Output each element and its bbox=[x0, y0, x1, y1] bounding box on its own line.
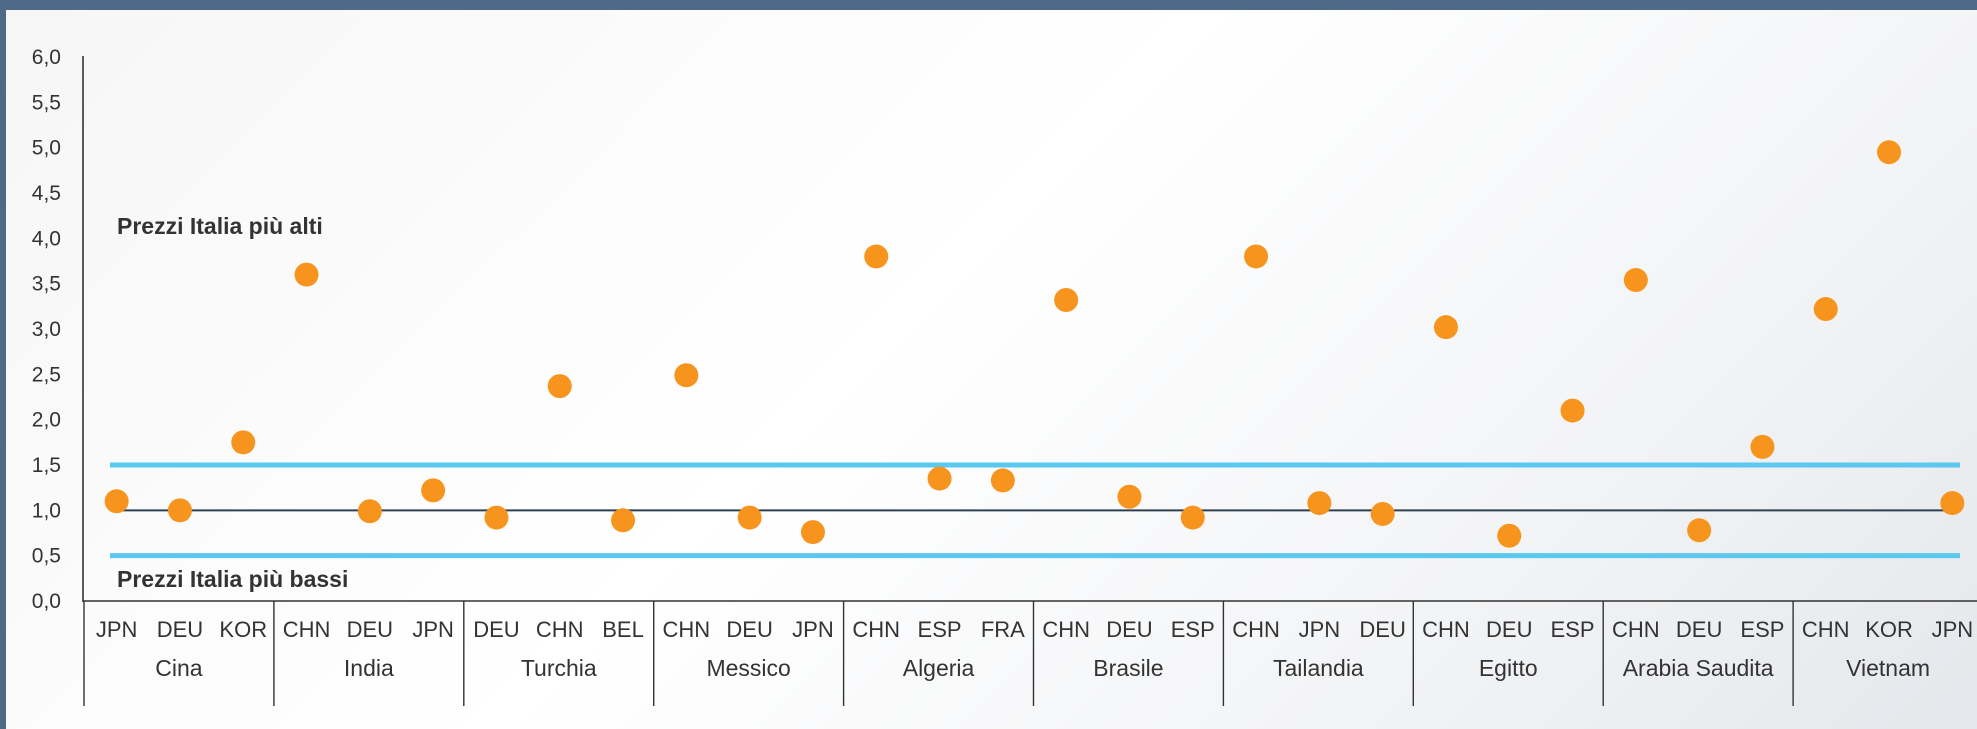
data-points bbox=[104, 140, 1965, 548]
x-category-label: CHN bbox=[852, 617, 900, 642]
data-point bbox=[1307, 491, 1332, 516]
x-category-label: CHN bbox=[1422, 617, 1470, 642]
y-tick-label: 4,0 bbox=[32, 227, 61, 250]
data-point bbox=[357, 499, 382, 524]
data-point bbox=[1623, 268, 1648, 293]
data-point bbox=[1370, 501, 1395, 526]
data-point bbox=[1054, 287, 1079, 312]
x-category-label: FRA bbox=[981, 617, 1025, 642]
y-tick-label: 5,5 bbox=[32, 91, 61, 114]
x-category-label: DEU bbox=[1359, 617, 1405, 642]
x-category-label: DEU bbox=[157, 617, 203, 642]
x-category-label: ESP bbox=[1551, 617, 1595, 642]
x-category-label: CHN bbox=[1232, 617, 1280, 642]
y-tick-label: 0,5 bbox=[32, 545, 61, 568]
data-point bbox=[1497, 523, 1522, 548]
x-group-label: Egitto bbox=[1479, 655, 1538, 681]
x-category-label: ESP bbox=[918, 617, 962, 642]
x-axis-category-table: JPN DEU KOR Cina CHN DEU JPN India DEU CHN BELTurc… bbox=[83, 600, 1977, 706]
y-tick-label: 1,0 bbox=[32, 499, 61, 522]
x-group-label: Algeria bbox=[903, 655, 975, 681]
x-category-label: DEU bbox=[473, 617, 519, 642]
x-category-label: CHN bbox=[663, 617, 711, 642]
x-group-label: Arabia Saudita bbox=[1623, 655, 1774, 681]
data-point bbox=[1180, 505, 1205, 530]
x-category-label: CHN bbox=[1042, 617, 1090, 642]
x-category-label: CHN bbox=[536, 617, 584, 642]
y-tick-label: 3,0 bbox=[32, 318, 61, 341]
y-tick-label: 5,0 bbox=[32, 137, 61, 160]
data-point bbox=[1117, 484, 1142, 509]
y-tick-label: 2,5 bbox=[32, 363, 61, 386]
data-point bbox=[231, 430, 256, 455]
x-group-label: Tailandia bbox=[1273, 655, 1364, 681]
data-point bbox=[1244, 244, 1269, 269]
y-tick-label: 6,0 bbox=[32, 46, 61, 69]
y-tick-label: 3,5 bbox=[32, 273, 61, 296]
x-category-label: KOR bbox=[219, 617, 267, 642]
data-point bbox=[800, 520, 825, 545]
data-point bbox=[484, 505, 509, 530]
chart-panel bbox=[6, 10, 1977, 729]
data-point bbox=[990, 468, 1015, 493]
data-point bbox=[1560, 398, 1585, 423]
annotation-lower: Prezzi Italia più bassi bbox=[117, 566, 348, 592]
x-category-label: DEU bbox=[726, 617, 772, 642]
y-tick-label: 1,5 bbox=[32, 454, 61, 477]
x-group-label: Cina bbox=[155, 655, 203, 681]
data-point bbox=[167, 498, 192, 523]
x-category-label: JPN bbox=[96, 617, 138, 642]
data-point bbox=[1813, 297, 1838, 322]
data-point bbox=[421, 478, 446, 503]
annotation-upper: Prezzi Italia più alti bbox=[117, 213, 323, 239]
x-category-label: ESP bbox=[1740, 617, 1784, 642]
data-point bbox=[1940, 491, 1965, 516]
data-point bbox=[547, 374, 572, 399]
x-category-label: JPN bbox=[412, 617, 454, 642]
x-category-label: CHN bbox=[1802, 617, 1850, 642]
data-point bbox=[1877, 140, 1902, 165]
x-category-label: BEL bbox=[602, 617, 644, 642]
x-category-label: DEU bbox=[1676, 617, 1722, 642]
x-category-label: DEU bbox=[1486, 617, 1532, 642]
x-category-label: JPN bbox=[1932, 617, 1974, 642]
x-group-label: Brasile bbox=[1093, 655, 1163, 681]
y-tick-label: 2,0 bbox=[32, 409, 61, 432]
y-axis-ticks: 6,0 5,5 5,0 4,5 4,0 3,5 3,0 2,5 2,0 1,5 1,0 0,5 0,0 bbox=[32, 46, 61, 613]
x-category-label: KOR bbox=[1865, 617, 1913, 642]
data-point bbox=[1687, 518, 1712, 543]
x-category-label: CHN bbox=[1612, 617, 1660, 642]
x-category-label: JPN bbox=[792, 617, 834, 642]
data-point bbox=[927, 466, 952, 491]
x-category-label: JPN bbox=[1299, 617, 1341, 642]
y-tick-label: 0,0 bbox=[32, 590, 61, 613]
data-point bbox=[611, 508, 636, 533]
data-point bbox=[864, 244, 889, 269]
data-point bbox=[104, 489, 129, 514]
x-category-label: CHN bbox=[283, 617, 331, 642]
data-point bbox=[737, 505, 762, 530]
x-category-label: ESP bbox=[1171, 617, 1215, 642]
x-group-label: Vietnam bbox=[1846, 655, 1930, 681]
data-point bbox=[1750, 434, 1775, 459]
data-point bbox=[674, 363, 699, 388]
y-tick-label: 4,5 bbox=[32, 182, 61, 205]
x-category-label: DEU bbox=[1106, 617, 1152, 642]
data-point bbox=[1433, 315, 1458, 340]
x-group-label: Messico bbox=[706, 655, 790, 681]
x-group-label: Turchia bbox=[521, 655, 597, 681]
x-group-label: India bbox=[344, 655, 394, 681]
x-category-label: DEU bbox=[347, 617, 393, 642]
data-point bbox=[294, 262, 319, 287]
reference-lines bbox=[110, 462, 1960, 559]
